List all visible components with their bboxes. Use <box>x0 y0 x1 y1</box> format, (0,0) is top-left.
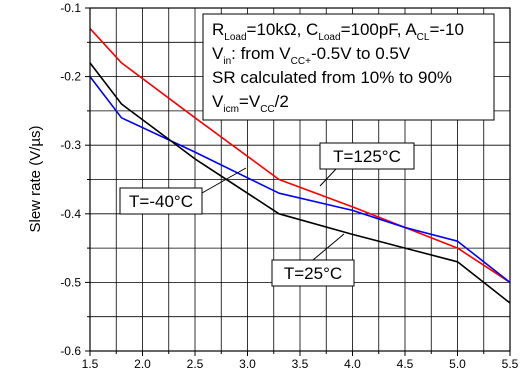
x-tick-label: 5.0 <box>449 357 466 371</box>
conditions-frame <box>202 13 495 121</box>
x-tick-label: 4.0 <box>344 357 361 371</box>
callout-t125-frame <box>319 142 415 170</box>
callout-t125-label: T=125°C <box>333 147 401 166</box>
axis-ticks <box>85 7 511 356</box>
callout-t125-leader <box>319 168 337 187</box>
conditions-line-1: RLoad=10kΩ, CLoad=100pF, ACL=-10 <box>212 20 464 43</box>
conditions-box: RLoad=10kΩ, CLoad=100pF, ACL=-10 Vin: fr… <box>202 13 495 121</box>
y-tick-label: -0.1 <box>60 1 81 15</box>
callout-t125: T=125°C <box>319 142 415 187</box>
x-tick-label: 3.0 <box>239 357 256 371</box>
callout-t-40-frame <box>119 187 203 215</box>
callout-t25-leader <box>312 233 345 261</box>
y-tick-label: -0.6 <box>60 344 81 358</box>
series-lines <box>89 28 511 304</box>
conditions-line-2: Vin: from VCC+-0.5V to 0.5V <box>212 44 411 67</box>
x-tick-labels: 1.5 2.0 2.5 3.0 3.5 4.0 4.5 5.0 5.5 <box>82 357 519 371</box>
series-line-t-40 <box>89 76 511 284</box>
x-tick-label: 3.5 <box>292 357 309 371</box>
series-line-t125 <box>89 28 511 284</box>
y-tick-labels: -0.6 -0.5 -0.4 -0.3 -0.2 -0.1 <box>60 1 81 358</box>
y-tick-label: -0.5 <box>60 275 81 289</box>
x-tick-label: 5.5 <box>502 357 519 371</box>
x-tick-label: 1.5 <box>82 357 99 371</box>
callout-t25: T=25°C <box>271 233 355 287</box>
callout-t-40-leader <box>201 167 247 194</box>
x-tick-label: 2.0 <box>134 357 151 371</box>
y-tick-label: -0.2 <box>60 70 81 84</box>
callout-t-40-label: T=-40°C <box>129 192 193 211</box>
series-line-t25 <box>89 62 511 304</box>
callout-t-40: T=-40°C <box>119 167 247 215</box>
y-axis-title: Slew rate (V/µs) <box>27 125 44 232</box>
y-tick-label: -0.3 <box>60 138 81 152</box>
x-tick-label: 4.5 <box>397 357 414 371</box>
conditions-line-3: SR calculated from 10% to 90% <box>212 68 452 87</box>
x-tick-label: 2.5 <box>187 357 204 371</box>
conditions-line-4: Vicm=VCC/2 <box>212 92 289 115</box>
callout-t25-label: T=25°C <box>284 264 342 283</box>
y-tick-label: -0.4 <box>60 207 81 221</box>
